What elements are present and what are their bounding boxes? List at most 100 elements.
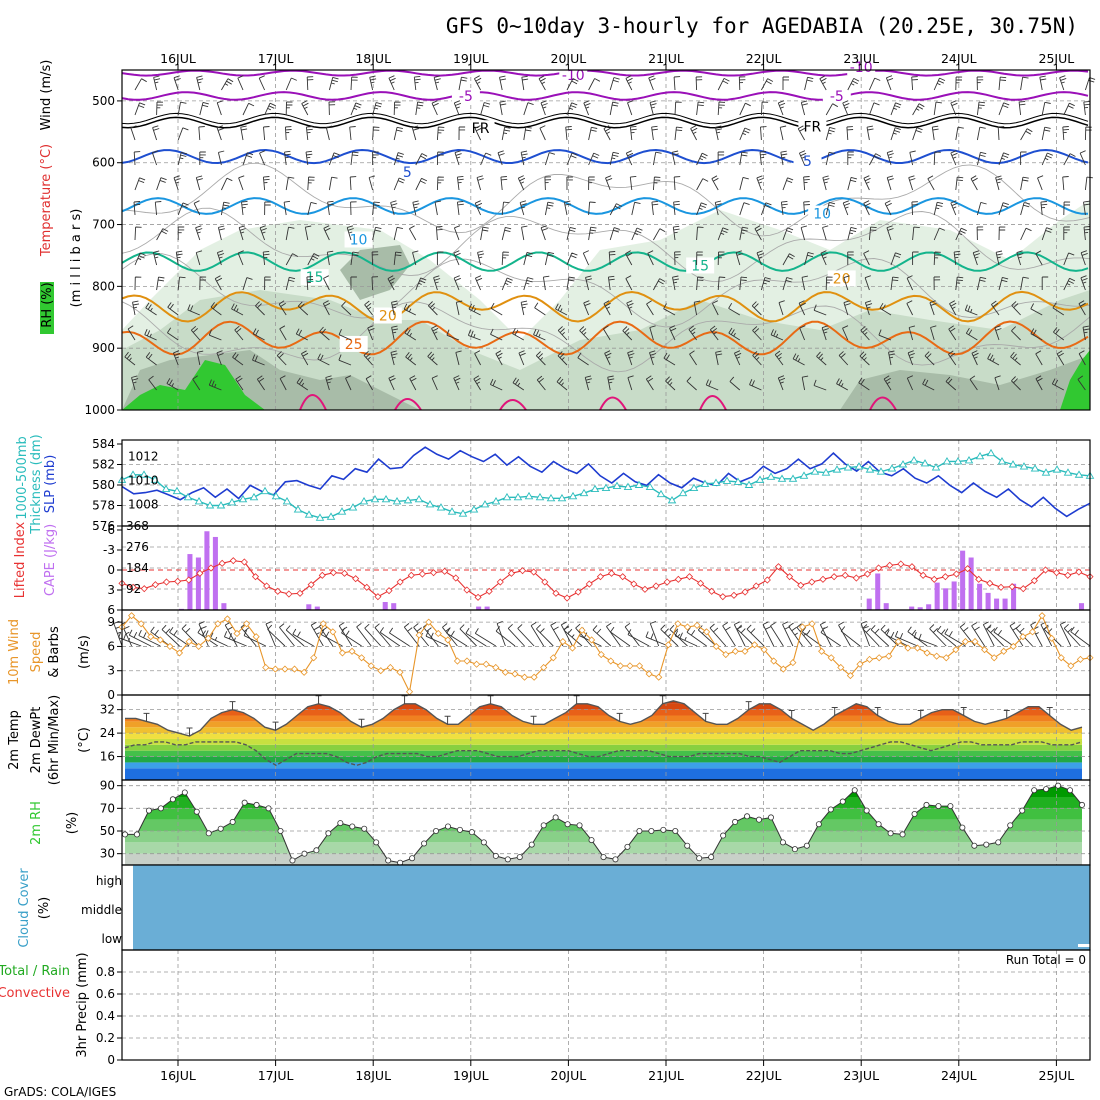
date-label-top: 18JUL bbox=[355, 51, 391, 66]
thickness-point bbox=[843, 463, 853, 471]
temp-maxmin-bar bbox=[272, 721, 279, 731]
slp-thickness-frame bbox=[121, 439, 1091, 527]
wind-barb bbox=[860, 620, 871, 647]
thickness-point bbox=[491, 497, 501, 505]
wind-barb bbox=[792, 353, 805, 366]
wind-barb bbox=[648, 75, 656, 91]
wind-barb bbox=[945, 376, 957, 391]
lifted-index-point bbox=[185, 576, 193, 584]
wind-speed-point bbox=[1038, 612, 1046, 620]
wind-barb bbox=[431, 325, 439, 341]
cape-bar bbox=[314, 606, 320, 610]
wind-barb bbox=[1020, 276, 1029, 291]
wind-barb bbox=[1056, 350, 1065, 366]
wind-barb bbox=[237, 250, 244, 266]
rh-point bbox=[409, 855, 416, 862]
wind-barb bbox=[800, 100, 808, 116]
wind-barb bbox=[319, 326, 330, 341]
isotherm-label-bg bbox=[466, 120, 495, 137]
wind-speed-point bbox=[549, 654, 557, 662]
y-tick-label: 6 bbox=[107, 639, 115, 653]
wind-barb bbox=[674, 251, 681, 266]
wind-barb bbox=[177, 202, 189, 216]
wind-speed-point bbox=[827, 654, 835, 662]
wind-barb bbox=[950, 200, 958, 216]
wind-barb bbox=[328, 152, 340, 166]
rh-point bbox=[887, 830, 894, 837]
wind-barb bbox=[629, 125, 637, 141]
rh2m-panel: 30 50 70 90 2m RH (%) bbox=[29, 779, 1091, 866]
wind-barb bbox=[1011, 326, 1021, 341]
lifted-index-point bbox=[229, 557, 237, 565]
wind-barb bbox=[539, 125, 546, 141]
wind-barb bbox=[585, 275, 593, 291]
wind-barb bbox=[453, 225, 461, 241]
wind-barb bbox=[427, 351, 438, 366]
temp-band bbox=[125, 721, 1082, 728]
wind-barb bbox=[166, 378, 179, 391]
rh-shading bbox=[122, 360, 265, 410]
wind-barb bbox=[540, 100, 548, 116]
thickness-point bbox=[832, 465, 842, 473]
wind-barb bbox=[933, 77, 946, 91]
temp-maxmin-bar bbox=[745, 701, 752, 710]
rh-point bbox=[265, 805, 272, 812]
lifted-index-point bbox=[897, 560, 905, 568]
wind-speed-point bbox=[961, 638, 969, 646]
wind-barb bbox=[738, 76, 746, 91]
ylabel-temp-a: 2m Temp bbox=[7, 710, 22, 770]
wind-barb bbox=[405, 352, 417, 366]
wind-barb bbox=[717, 101, 726, 116]
ylabel-wind10-b: Speed bbox=[29, 632, 44, 673]
temp-band bbox=[125, 768, 1082, 780]
wind-speed-point bbox=[425, 618, 433, 626]
wind-barb bbox=[156, 101, 164, 116]
date-label-bottom: 25JUL bbox=[1039, 1068, 1075, 1083]
ylabel-wind10-c: & Barbs bbox=[47, 626, 62, 678]
isotherm-label: 10 bbox=[813, 207, 831, 223]
wind-barb bbox=[363, 350, 373, 366]
rh-point bbox=[1007, 822, 1014, 829]
wind-barb bbox=[770, 622, 784, 647]
cape-bar bbox=[476, 606, 482, 610]
wind-speed-point bbox=[703, 628, 711, 636]
wind-speed-point bbox=[367, 662, 375, 670]
wind-barb bbox=[544, 152, 556, 166]
lifted-index-point bbox=[752, 582, 760, 590]
ylabel-precip-total: Total / Rain bbox=[0, 964, 70, 979]
wind-barb bbox=[717, 276, 726, 291]
wind-speed-point bbox=[281, 665, 289, 673]
wind-barb bbox=[860, 325, 870, 341]
lifted-index-point bbox=[1019, 585, 1027, 593]
rh-point bbox=[1079, 801, 1086, 808]
wind-barb bbox=[627, 375, 634, 391]
wind-barb bbox=[156, 177, 167, 191]
wind-barb bbox=[199, 101, 209, 116]
wind-barb bbox=[520, 300, 528, 316]
lifted-index-point bbox=[997, 583, 1005, 591]
wind-barb bbox=[782, 227, 794, 241]
wind-barb bbox=[933, 276, 941, 291]
wind-barb bbox=[523, 251, 533, 266]
wind-barb bbox=[566, 78, 579, 91]
thickness-point bbox=[370, 494, 380, 503]
temp-maxmin-bar bbox=[487, 695, 494, 704]
wind-barb bbox=[390, 200, 398, 216]
wind-barb bbox=[237, 75, 244, 91]
wind-barb bbox=[866, 125, 874, 141]
wind-barb bbox=[1078, 300, 1086, 316]
wind-barb bbox=[777, 375, 786, 391]
y-tick-label: 900 bbox=[92, 341, 115, 355]
lifted-index-point bbox=[630, 580, 638, 588]
isotherm-label-bg bbox=[339, 335, 368, 352]
wind-barb bbox=[459, 624, 477, 647]
lifted-index-point bbox=[808, 578, 816, 586]
wind-speed-point bbox=[1000, 647, 1008, 655]
wind-barb bbox=[994, 375, 1001, 391]
wind-barb bbox=[754, 225, 762, 241]
rh-point bbox=[720, 832, 727, 839]
thickness-point bbox=[359, 497, 369, 505]
wind-speed-point bbox=[396, 668, 404, 676]
lifted-index-point bbox=[674, 575, 682, 583]
lifted-index-point bbox=[1064, 571, 1072, 579]
